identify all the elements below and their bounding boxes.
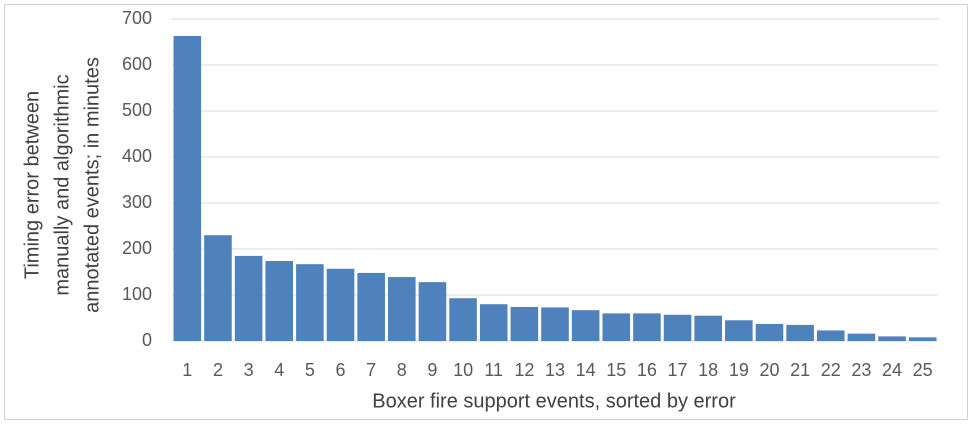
bar — [816, 330, 845, 341]
x-tick-label: 22 — [821, 360, 841, 380]
bar — [388, 277, 416, 341]
y-tick-label: 0 — [142, 330, 152, 350]
x-tick-label: 21 — [790, 360, 810, 380]
x-tick-label: 24 — [882, 360, 902, 380]
x-axis-title: Boxer fire support events, sorted by err… — [372, 390, 736, 412]
bar — [541, 307, 569, 341]
y-tick-label: 300 — [122, 192, 152, 212]
bar — [418, 282, 447, 341]
x-tick-label: 4 — [274, 360, 284, 380]
chart-border — [4, 4, 968, 420]
bar — [847, 333, 876, 341]
x-tick-label: 11 — [484, 360, 503, 380]
x-tick-label: 7 — [366, 360, 376, 380]
x-tick-label: 2 — [213, 360, 223, 380]
x-tick-label: 20 — [759, 360, 779, 380]
bar — [694, 315, 722, 341]
x-tick-label: 16 — [637, 360, 657, 380]
bar — [602, 313, 631, 341]
y-tick-label: 100 — [122, 284, 152, 304]
bar — [878, 336, 906, 341]
x-tick-label: 10 — [453, 360, 473, 380]
x-tick-label: 8 — [397, 360, 407, 380]
x-tick-label: 3 — [244, 360, 254, 380]
x-tick-label: 14 — [576, 360, 596, 380]
x-tick-label: 25 — [913, 360, 933, 380]
x-tick-label: 5 — [305, 360, 315, 380]
bar — [725, 320, 753, 341]
bar — [357, 272, 385, 341]
x-tick-label: 15 — [606, 360, 626, 380]
y-tick-label: 500 — [122, 100, 152, 120]
x-tick-label: 13 — [545, 360, 565, 380]
x-tick-label: 1 — [182, 360, 192, 380]
bar — [633, 313, 661, 341]
bar — [510, 306, 539, 341]
y-axis-title: annotated events; in minutes — [81, 57, 103, 313]
y-tick-label: 200 — [122, 238, 152, 258]
bar — [571, 310, 600, 341]
bar — [908, 337, 937, 341]
bar — [173, 36, 202, 342]
x-tick-label: 12 — [514, 360, 534, 380]
bar — [326, 268, 355, 341]
bar — [449, 298, 477, 341]
bar — [663, 314, 692, 341]
y-axis-title: manually and algorithmic — [51, 74, 73, 295]
bar — [786, 324, 814, 341]
x-tick-label: 9 — [427, 360, 437, 380]
x-tick-label: 6 — [336, 360, 346, 380]
x-tick-label: 18 — [698, 360, 718, 380]
y-tick-label: 700 — [122, 8, 152, 28]
y-axis-title: Timing error between — [21, 91, 43, 279]
bar — [479, 304, 508, 341]
x-tick-label: 23 — [851, 360, 871, 380]
bar — [234, 255, 263, 341]
bar — [204, 235, 232, 341]
x-tick-label: 19 — [729, 360, 749, 380]
bar — [265, 260, 294, 341]
y-tick-label: 600 — [122, 54, 152, 74]
y-tick-label: 400 — [122, 146, 152, 166]
x-tick-label: 17 — [668, 360, 688, 380]
bar — [296, 264, 324, 341]
bar — [755, 323, 784, 341]
